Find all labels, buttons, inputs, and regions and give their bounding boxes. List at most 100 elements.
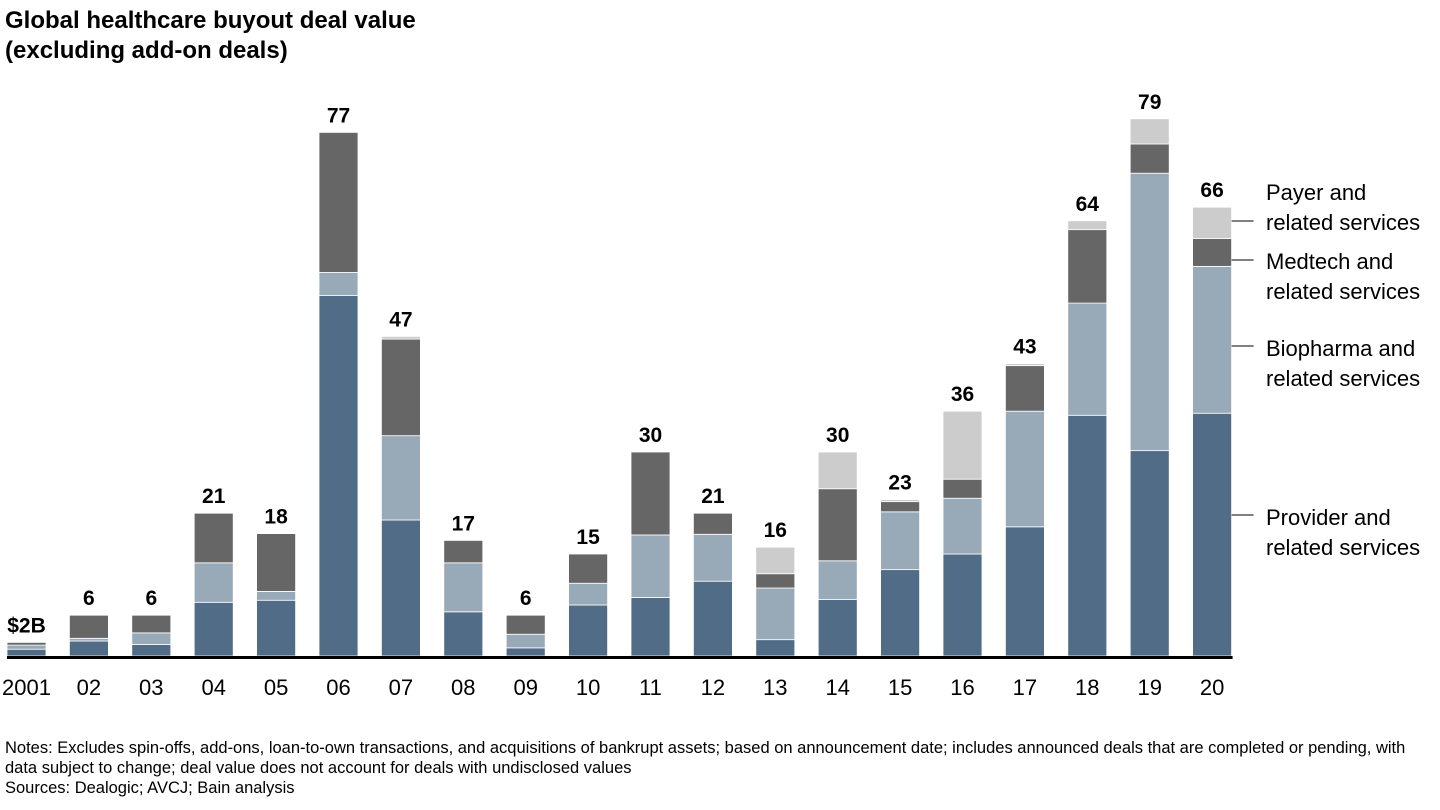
total-label: 17: [452, 512, 475, 535]
total-label: 64: [1076, 193, 1100, 216]
subtitle-line: (excluding add-on deals): [5, 37, 288, 64]
bar-segment-1: [1067, 302, 1108, 416]
total-label: 30: [826, 424, 849, 447]
legend-label-line1: Medtech and: [1266, 249, 1393, 274]
x-tick-label: 02: [77, 675, 101, 700]
bar-segment-1: [630, 534, 671, 598]
bar-segment-2: [318, 131, 359, 273]
bar-segment-1: [755, 587, 796, 641]
bar-segment-0: [505, 647, 546, 657]
bar-segment-1: [568, 582, 608, 606]
bar-segment-1: [256, 591, 297, 601]
x-tick-label: 08: [451, 675, 475, 700]
bar-segment-1: [131, 632, 172, 645]
total-label: $2B: [7, 614, 46, 637]
bar-segment-1: [817, 560, 858, 600]
total-label: 18: [264, 506, 288, 529]
bar-segment-2: [755, 573, 796, 589]
bar-segment-2: [6, 642, 47, 646]
total-label: 15: [576, 526, 600, 549]
bar-segment-2: [380, 338, 421, 437]
bar-segment-1: [380, 435, 421, 521]
bar-segment-2: [69, 614, 109, 639]
bar-segment-3: [755, 546, 796, 575]
bar-segment-1: [6, 644, 47, 650]
bar-segment-2: [1192, 238, 1232, 267]
x-tick-label: 07: [389, 675, 413, 700]
bar-segment-2: [193, 512, 234, 564]
total-label: 21: [701, 485, 725, 508]
x-tick-label: 04: [201, 675, 225, 700]
total-label: 30: [639, 424, 662, 447]
bar-segment-2: [817, 488, 858, 562]
x-tick-label: 15: [888, 675, 912, 700]
total-label: 23: [888, 472, 911, 495]
x-tick-label: 20: [1200, 675, 1224, 700]
bar-segment-2: [505, 614, 546, 635]
bar-segment-0: [1005, 526, 1045, 657]
legend-label-line2: related services: [1266, 210, 1420, 235]
bar-segment-0: [942, 553, 983, 657]
bar-segment-2: [568, 553, 608, 584]
bar-segment-3: [1129, 118, 1170, 145]
x-tick-label: 16: [950, 675, 974, 700]
bar-segment-1: [69, 637, 109, 642]
x-tick-label: 12: [701, 675, 725, 700]
legend-label-line1: Biopharma and: [1266, 336, 1415, 361]
bar-segment-1: [942, 497, 983, 555]
bar-segment-2: [256, 533, 297, 592]
x-tick-label: 17: [1013, 675, 1037, 700]
bar-segment-1: [443, 562, 484, 613]
bar-segment-0: [443, 611, 484, 657]
bar-segment-0: [568, 604, 608, 657]
bar-segment-2: [1005, 365, 1045, 412]
bar-segment-2: [880, 501, 920, 513]
bar-segment-1: [318, 272, 359, 297]
legend-label-line2: related services: [1266, 366, 1420, 391]
total-label: 43: [1013, 336, 1036, 359]
bar-segment-1: [880, 511, 920, 571]
bar-segment-3: [1067, 220, 1108, 231]
legend-label-line1: Payer and: [1266, 180, 1366, 205]
bar-segment-3: [380, 335, 421, 340]
bar-segment-3: [1005, 363, 1045, 367]
x-tick-label: 19: [1137, 675, 1161, 700]
bar-segment-3: [817, 451, 858, 490]
bar-segment-0: [6, 648, 47, 657]
x-tick-label: 10: [576, 675, 600, 700]
bar-segment-2: [131, 614, 172, 634]
total-label: 77: [327, 104, 350, 127]
bar-segment-0: [256, 599, 297, 657]
total-label: 66: [1200, 179, 1223, 202]
total-label: 47: [389, 308, 412, 331]
stacked-bar-chart: $2B 2001 6 02 6 03 21 04 18 05 77 06 47 07 17 08 6 09 15 10…: [2, 91, 1420, 700]
bar-segment-1: [505, 633, 546, 649]
bar-segment-0: [131, 644, 172, 657]
x-tick-label: 11: [639, 675, 662, 700]
bar-segment-1: [193, 562, 234, 603]
bar-segment-3: [880, 499, 920, 503]
x-tick-label: 09: [513, 675, 537, 700]
chart-notes: Notes: Excludes spin-offs, add-ons, loan…: [5, 738, 1440, 798]
title-line: Global healthcare buyout deal value: [5, 7, 416, 34]
bar-segment-0: [193, 601, 234, 657]
x-tick-label: 06: [326, 675, 350, 700]
bar-segment-2: [630, 451, 671, 536]
total-label: 6: [520, 587, 532, 610]
chart-title: Global healthcare buyout deal value (exc…: [5, 6, 416, 66]
bar-segment-0: [1067, 414, 1108, 657]
x-tick-label: 14: [825, 675, 849, 700]
bar-segment-2: [693, 512, 733, 535]
bar-segment-1: [1192, 265, 1232, 414]
bar-segment-0: [318, 295, 359, 657]
bar-segment-3: [942, 410, 983, 480]
bar-segment-0: [817, 599, 858, 657]
total-label: 6: [83, 587, 95, 610]
bar-segment-3: [1192, 206, 1232, 239]
bar-segment-2: [1067, 229, 1108, 304]
bar-segment-1: [1005, 410, 1045, 528]
total-label: 6: [145, 587, 157, 610]
bar-segment-2: [443, 540, 484, 564]
bar-segment-2: [1129, 143, 1170, 174]
bar-segment-1: [693, 533, 733, 582]
